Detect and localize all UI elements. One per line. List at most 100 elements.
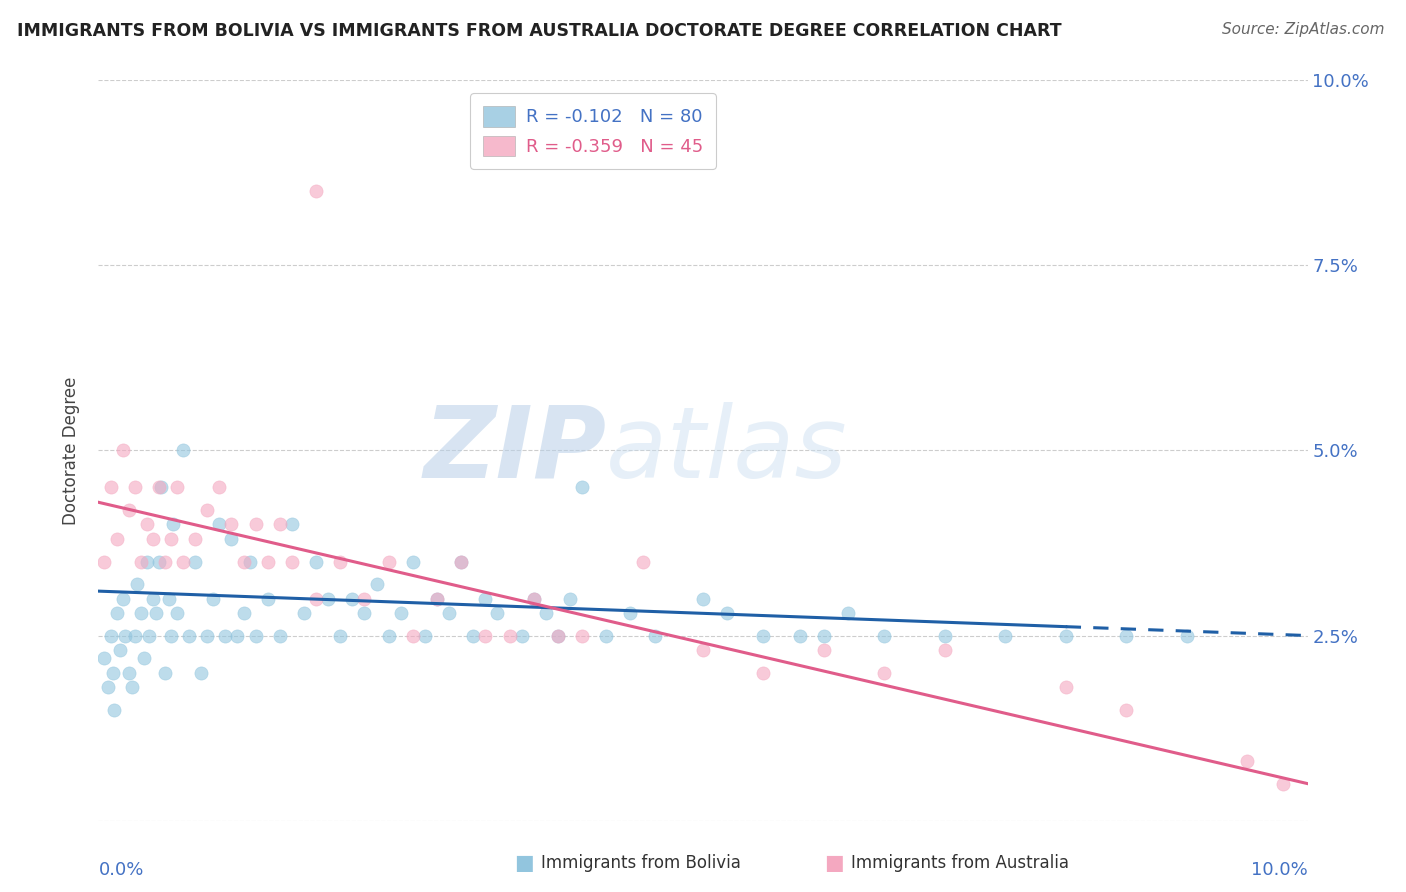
Point xyxy=(316,591,339,606)
Point xyxy=(179,628,201,642)
Text: 10.0%: 10.0% xyxy=(1251,862,1308,880)
Point xyxy=(160,533,183,547)
Point xyxy=(558,591,581,606)
Point xyxy=(129,607,152,621)
Point xyxy=(342,591,364,606)
Point xyxy=(510,628,533,642)
Point xyxy=(1054,681,1077,695)
Point xyxy=(256,555,278,569)
Point xyxy=(644,628,666,642)
Point xyxy=(202,591,225,606)
Point xyxy=(450,555,472,569)
Point xyxy=(101,665,124,680)
Point xyxy=(135,555,157,569)
Point xyxy=(105,533,128,547)
Point xyxy=(366,576,388,591)
Point xyxy=(813,643,835,657)
Point xyxy=(389,607,412,621)
Point xyxy=(692,643,714,657)
Point xyxy=(523,591,546,606)
Point xyxy=(184,533,207,547)
Point xyxy=(631,555,654,569)
Point xyxy=(111,591,134,606)
Point xyxy=(619,607,641,621)
Point xyxy=(402,555,425,569)
Point xyxy=(426,591,449,606)
Point xyxy=(232,555,254,569)
Point xyxy=(127,576,149,591)
Point xyxy=(93,650,115,665)
Point xyxy=(873,665,896,680)
Point xyxy=(474,628,496,642)
Point xyxy=(934,628,956,642)
Text: ■: ■ xyxy=(824,854,844,873)
Text: Immigrants from Australia: Immigrants from Australia xyxy=(851,855,1069,872)
Point xyxy=(413,628,436,642)
Point xyxy=(595,628,617,642)
Point xyxy=(162,517,184,532)
Point xyxy=(208,517,231,532)
Point xyxy=(353,591,375,606)
Point xyxy=(121,681,143,695)
Text: Immigrants from Bolivia: Immigrants from Bolivia xyxy=(541,855,741,872)
Point xyxy=(256,591,278,606)
Point xyxy=(172,555,194,569)
Point xyxy=(195,628,218,642)
Point xyxy=(534,607,557,621)
Legend: R = -0.102   N = 80, R = -0.359   N = 45: R = -0.102 N = 80, R = -0.359 N = 45 xyxy=(470,93,716,169)
Point xyxy=(486,607,509,621)
Point xyxy=(103,703,125,717)
Point xyxy=(716,607,738,621)
Point xyxy=(245,628,267,642)
Point xyxy=(547,628,569,642)
Point xyxy=(166,480,188,494)
Point xyxy=(692,591,714,606)
Point xyxy=(100,628,122,642)
Point xyxy=(184,555,207,569)
Point xyxy=(437,607,460,621)
Point xyxy=(172,443,194,458)
Point xyxy=(195,502,218,516)
Point xyxy=(190,665,212,680)
Text: Source: ZipAtlas.com: Source: ZipAtlas.com xyxy=(1222,22,1385,37)
Point xyxy=(221,533,243,547)
Point xyxy=(377,555,399,569)
Point xyxy=(142,591,165,606)
Point xyxy=(813,628,835,642)
Point xyxy=(239,555,262,569)
Point xyxy=(450,555,472,569)
Point xyxy=(463,628,485,642)
Text: atlas: atlas xyxy=(606,402,848,499)
Point xyxy=(129,555,152,569)
Point xyxy=(148,555,170,569)
Point xyxy=(111,443,134,458)
Point xyxy=(124,628,146,642)
Point xyxy=(108,643,131,657)
Point xyxy=(245,517,267,532)
Point xyxy=(134,650,156,665)
Point xyxy=(214,628,236,642)
Y-axis label: Doctorate Degree: Doctorate Degree xyxy=(62,376,80,524)
Point xyxy=(269,628,291,642)
Point xyxy=(498,628,520,642)
Point xyxy=(329,628,352,642)
Point xyxy=(571,628,593,642)
Point xyxy=(1115,703,1137,717)
Point xyxy=(232,607,254,621)
Point xyxy=(150,480,173,494)
Point xyxy=(571,480,593,494)
Point xyxy=(1272,776,1295,791)
Point xyxy=(145,607,167,621)
Text: ■: ■ xyxy=(515,854,534,873)
Point xyxy=(208,480,231,494)
Point xyxy=(873,628,896,642)
Point xyxy=(402,628,425,642)
Point xyxy=(837,607,859,621)
Point xyxy=(221,517,243,532)
Point xyxy=(305,184,328,198)
Point xyxy=(292,607,315,621)
Point xyxy=(97,681,120,695)
Point xyxy=(1054,628,1077,642)
Point xyxy=(752,665,775,680)
Point xyxy=(93,555,115,569)
